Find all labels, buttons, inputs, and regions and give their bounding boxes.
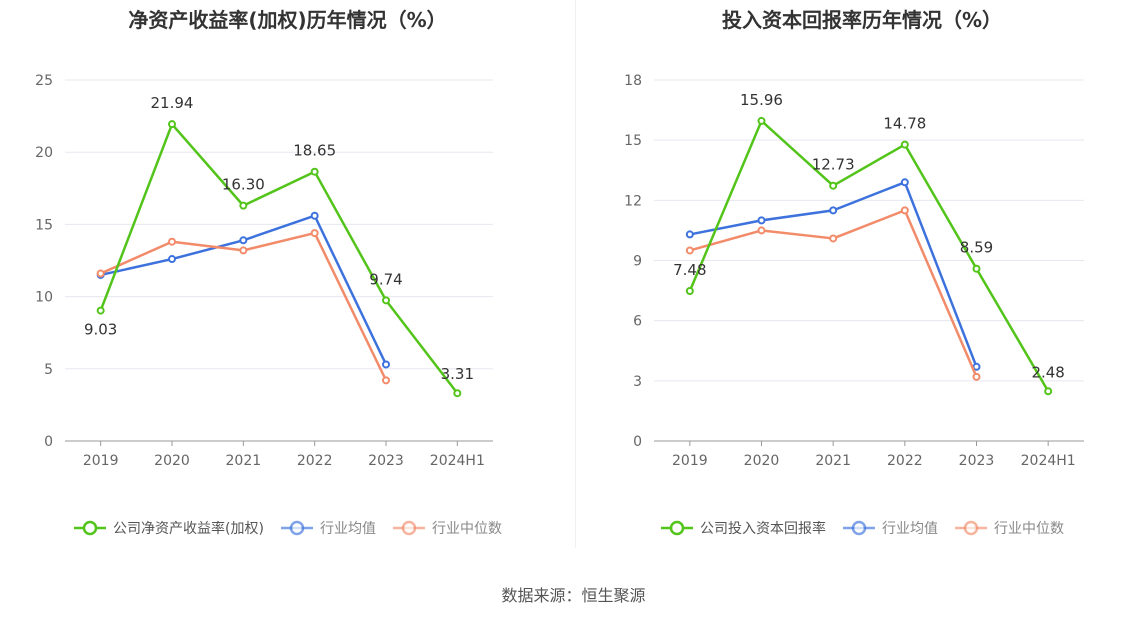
data-point <box>972 372 981 381</box>
legend-label: 行业中位数 <box>431 521 502 537</box>
x-tick-label: 2019 <box>672 453 708 469</box>
roe-chart-panel: 净资产收益率(加权)历年情况（%） 0 5 10 15 20 25 2019 2020 2021… <box>0 0 575 560</box>
legend-label: 公司投入资本回报率 <box>700 521 826 537</box>
chart-title: 净资产收益率(加权)历年情况（%） <box>128 8 447 32</box>
data-label: 3.31 <box>441 365 474 383</box>
data-label: 16.30 <box>222 176 265 194</box>
data-point <box>685 246 694 255</box>
data-point <box>168 237 176 246</box>
legend-line-icon <box>843 520 875 536</box>
series-line <box>100 231 388 381</box>
data-point <box>310 211 319 220</box>
legend-line-icon <box>661 520 693 536</box>
y-tick-label: 3 <box>633 374 642 390</box>
legend-item[interactable]: 行业中位数 <box>392 518 502 538</box>
data-point <box>453 389 462 398</box>
series-line <box>688 119 1050 392</box>
legend-label: 公司净资产收益率(加权) <box>113 521 264 537</box>
data-label: 12.73 <box>812 156 855 174</box>
x-tick-label: 2021 <box>815 453 851 469</box>
legend-line-icon <box>280 520 313 536</box>
x-tick-label: 2023 <box>368 453 404 469</box>
data-point <box>685 230 694 239</box>
y-tick-label: 10 <box>35 290 53 306</box>
y-tick-label: 25 <box>35 73 53 89</box>
data-point <box>900 206 909 215</box>
y-tick-label: 20 <box>35 145 53 161</box>
data-point <box>757 116 766 125</box>
y-tick-label: 9 <box>633 254 642 270</box>
chart-legend: 公司投入资本回报率 行业均值 行业中位数 <box>577 518 1147 538</box>
legend-item[interactable]: 公司净资产收益率(加权) <box>73 518 264 538</box>
chart-title: 投入资本回报率历年情况（%） <box>721 8 1003 32</box>
legend-line-icon <box>74 520 107 536</box>
data-point <box>685 286 694 295</box>
data-point <box>239 246 248 255</box>
x-tick-label: 2020 <box>154 453 190 469</box>
data-label: 14.78 <box>883 115 926 133</box>
data-point <box>757 216 766 225</box>
y-tick-label: 15 <box>35 217 53 233</box>
data-label: 18.65 <box>293 142 336 160</box>
x-tick-label: 2023 <box>959 453 995 469</box>
data-point <box>972 264 981 273</box>
data-point <box>382 296 390 305</box>
data-source-label: 数据来源：恒生聚源 <box>501 586 646 605</box>
data-label: 21.94 <box>151 94 194 112</box>
data-point <box>829 181 838 190</box>
roic-chart-panel: 投入资本回报率历年情况（%） 0 3 6 9 12 15 18 2019 2020 2021 202… <box>577 0 1147 560</box>
legend-item[interactable]: 行业均值 <box>280 518 376 538</box>
data-point <box>757 226 766 235</box>
data-point <box>168 120 176 129</box>
data-point <box>239 236 248 245</box>
x-tick-label: 2022 <box>887 453 923 469</box>
y-tick-label: 6 <box>633 314 642 330</box>
y-tick-label: 0 <box>44 434 53 450</box>
legend-label: 行业中位数 <box>994 521 1064 537</box>
x-tick-label: 2019 <box>83 453 119 469</box>
legend-item[interactable]: 行业中位数 <box>954 518 1064 538</box>
y-tick-label: 0 <box>633 434 642 450</box>
y-tick-label: 12 <box>624 193 642 209</box>
data-point <box>1044 387 1053 396</box>
data-label: 2.48 <box>1031 363 1064 381</box>
roic-line-chart: 0 3 6 9 12 15 18 2019 2020 2021 2022 2023 2024H1 7.48… <box>624 73 1084 469</box>
series-line <box>99 122 459 394</box>
chart-legend: 公司净资产收益率(加权) 行业均值 行业中位数 <box>0 518 575 538</box>
data-label: 8.59 <box>960 239 993 257</box>
x-tick-label: 2024H1 <box>1021 453 1076 469</box>
legend-item[interactable]: 行业均值 <box>842 518 938 538</box>
x-tick-label: 2022 <box>297 453 333 469</box>
x-tick-label: 2021 <box>226 453 262 469</box>
data-label: 7.48 <box>673 261 706 279</box>
legend-line-icon <box>392 520 425 536</box>
data-point <box>168 255 176 264</box>
x-tick-label: 2024H1 <box>430 453 485 469</box>
data-point <box>310 167 319 176</box>
data-point <box>829 206 838 215</box>
roe-line-chart: 0 5 10 15 20 25 2019 2020 2021 2022 2023 2024H1 9.03… <box>35 73 493 469</box>
data-point <box>310 229 319 238</box>
data-label: 9.03 <box>84 321 117 339</box>
data-point <box>382 376 390 385</box>
legend-label: 行业均值 <box>882 521 938 537</box>
y-tick-label: 18 <box>624 73 642 89</box>
data-point <box>829 234 838 243</box>
data-point <box>96 306 105 315</box>
legend-line-icon <box>955 520 987 536</box>
data-point <box>96 269 105 278</box>
data-point <box>239 201 248 210</box>
x-tick-label: 2020 <box>744 453 780 469</box>
y-tick-label: 5 <box>44 362 53 378</box>
data-point <box>900 178 909 187</box>
data-label: 15.96 <box>740 91 783 109</box>
data-point <box>382 360 390 369</box>
data-point <box>900 140 909 149</box>
data-label: 9.74 <box>369 270 402 288</box>
panel-divider <box>575 0 576 548</box>
legend-label: 行业均值 <box>319 521 376 537</box>
y-tick-label: 15 <box>624 133 642 149</box>
legend-item[interactable]: 公司投入资本回报率 <box>660 518 826 538</box>
